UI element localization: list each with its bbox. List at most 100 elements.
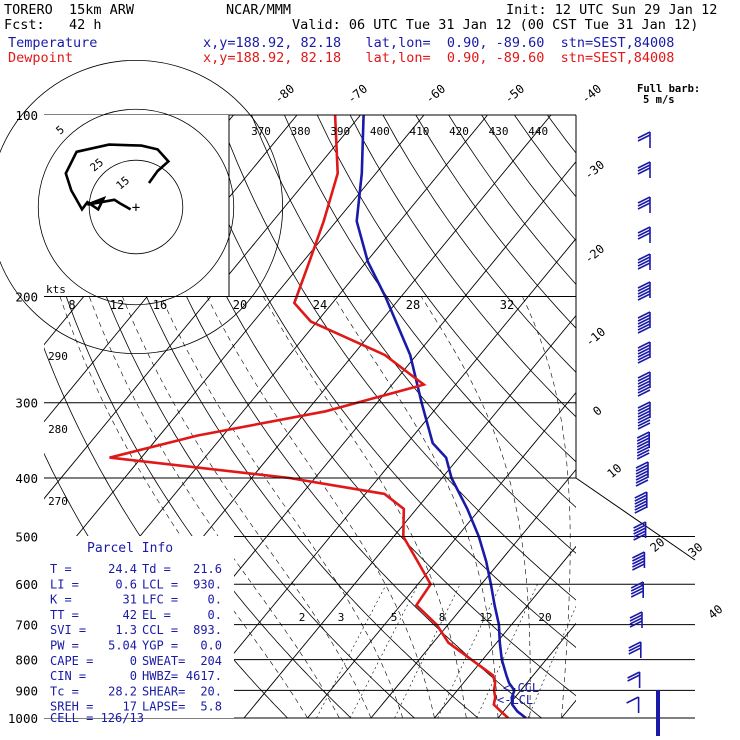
parcel-info-value: 42 [123,608,137,622]
pressure-tick-label: 700 [15,618,38,633]
wind-barb-flag [637,287,651,295]
wind-barb-flag [627,674,640,682]
wind-barb-flag [637,229,651,237]
isotherm-label: -70 [345,82,371,107]
moist-adiabat-line [88,296,340,718]
wind-barb-flag [628,647,642,655]
moist-adiabat-line [333,296,499,718]
wind-barb-flag [637,374,651,382]
wind-barb-flag [637,401,651,409]
dry-adiabat-line [712,115,740,718]
center-label: NCAR/MMM [226,2,292,18]
parcel-info-key: SREH = [50,700,93,714]
dry-adiabat-line [185,115,576,648]
moist-adiabat-line [206,296,435,718]
parcel-info-key: K = [50,593,72,607]
moist-adiabat-line [160,296,404,718]
wind-barb-flag [637,253,651,261]
wind-barb-flag [634,506,648,514]
parcel-info-value: 28.2 [108,684,137,698]
parcel-info-key: HWBZ= [142,669,178,683]
parcel-info-title: Parcel Info [87,541,173,556]
isotherm-label: 0 [590,403,605,418]
dry-adiabat-line [349,115,576,418]
wind-barb-flag [637,317,651,325]
isotherm-line [497,622,576,718]
parcel-info-key: SHEAR= [142,684,185,698]
parcel-info-value: 31 [123,593,137,607]
wind-barb-flag [628,644,642,652]
wind-barb-flag [637,256,651,264]
wind-barb-flag [633,527,646,535]
wind-barb-flag [627,671,640,679]
wind-barb-flag [637,416,651,424]
theta-e-label: 290 [48,350,68,363]
parcel-info-key: CAPE = [50,654,93,668]
isotherm-line [180,237,576,718]
parcel-info-value: 204 [200,654,222,668]
isotherm-label: 40 [705,602,725,622]
mixing-ratio-line [476,584,538,718]
ccl-label: <-CCL [503,681,539,695]
hodograph-speed-label: 12 [110,298,124,312]
isotherm-label: -60 [423,82,449,107]
parcel-info-key: YGP = [142,639,178,653]
parcel-info-value: 0.0 [200,639,222,653]
wind-barb-flag [634,503,648,511]
theta-label: 390 [330,125,350,138]
wind-barb-flag [637,356,651,364]
wind-barb-flag [637,311,651,319]
wind-barb-flag [633,530,646,538]
wind-barb-flag [637,377,651,385]
wind-barb-flag [637,290,651,298]
wind-barb-flag [637,380,651,388]
mixing-ratio-label: 12 [479,611,492,624]
mixing-ratio-label: 2 [299,611,306,624]
pressure-tick-label: 1000 [8,711,38,726]
theta-label: 400 [370,125,390,138]
wind-barb-flag [635,473,649,481]
wind-barb-flag [637,259,651,267]
pressure-tick-label: 400 [15,471,38,486]
dewpoint-location-text: x,y=188.92, 82.18 lat,lon= 0.90, -89.60 … [203,50,675,66]
pressure-tick-label: 900 [15,683,38,698]
pressure-tick-label: 800 [15,653,38,668]
hodograph-speed-label: 24 [313,298,327,312]
wind-barb-flag [637,314,651,322]
isotherm-line [243,314,576,718]
wind-barb-flag [632,560,645,568]
pressure-tick-label: 100 [15,108,38,123]
wind-barb-flag [635,476,649,484]
theta-label: 410 [409,125,429,138]
hodograph-speed-label: 32 [500,298,514,312]
forecast-hour-label: Fcst: 42 h [4,17,102,33]
dry-adiabat-line [251,115,576,554]
wind-barb-flag [637,344,651,352]
wind-barb-flag [633,524,646,532]
hodograph-kts-label: kts [46,283,66,296]
wind-barb-flag [637,407,651,415]
wind-barb-flag [630,584,644,592]
wind-barb-flag [637,353,651,361]
wind-barb-title: Full barb: [637,83,700,95]
dry-adiabat-line [86,115,479,718]
valid-time-label: Valid: 06 UTC Tue 31 Jan 12 (00 CST Tue … [292,17,699,33]
wind-barb-flag [626,696,639,704]
parcel-info-value: 0 [130,654,137,668]
wind-barb-flag [635,464,649,472]
wind-barb-flag [637,404,651,412]
mixing-ratio-label: 20 [538,611,551,624]
wind-barb-flag [637,164,651,172]
isotherm-label: 10 [604,461,624,481]
wind-barb-flag [636,452,650,460]
isotherm-label: -10 [583,325,609,350]
hodograph-speed-label: 20 [233,298,247,312]
wind-barb-flag [636,446,650,454]
wind-barb-flag [632,557,645,565]
theta-label: 380 [291,125,311,138]
wind-barb-flag [637,323,651,331]
wind-barb-flag [637,389,651,397]
dry-adiabat-line [514,115,576,198]
wind-barb-flag [637,199,651,207]
